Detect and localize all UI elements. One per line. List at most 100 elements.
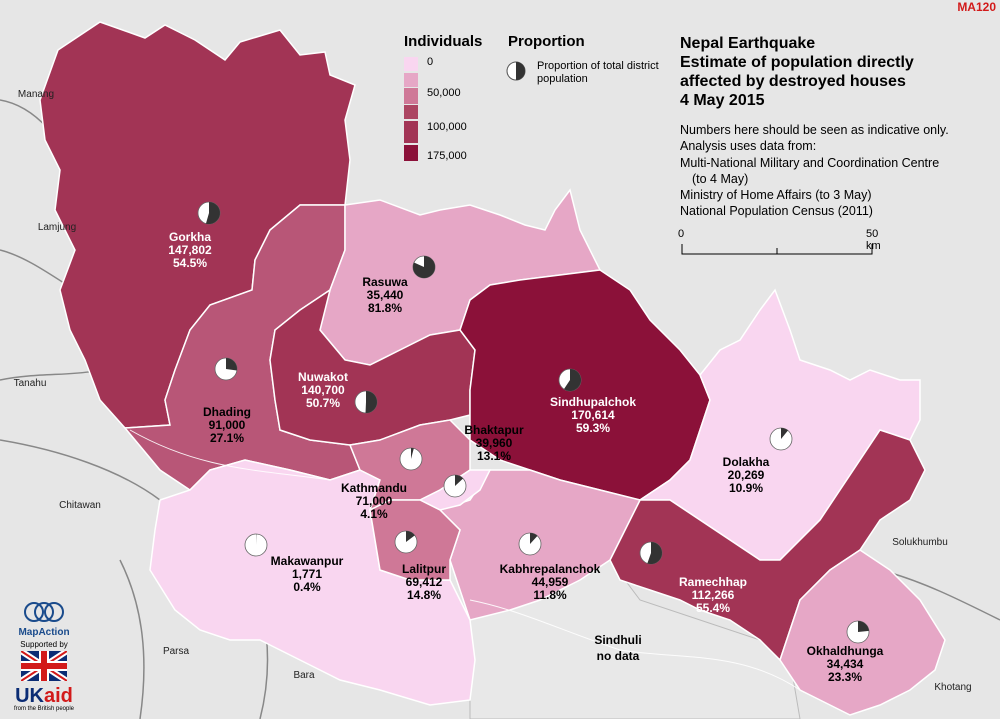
label-manang: Manang (18, 89, 54, 100)
label-chitawan: Chitawan (59, 500, 101, 511)
pie-nuwakot (354, 390, 378, 414)
legend-swatch-4 (404, 121, 418, 143)
label-gorkha-value: 147,802 (168, 243, 212, 257)
label-dhading-pct: 27.1% (210, 431, 244, 445)
label-rasuwa-value: 35,440 (367, 288, 404, 302)
pie-makawanpur (244, 533, 268, 557)
title-line-2: Estimate of population directly (680, 54, 914, 71)
label-makawanpur-pct: 0.4% (293, 580, 321, 594)
label-sindhupalchok-pct: 59.3% (576, 421, 610, 435)
label-dolakha-name: Dolakha (723, 455, 770, 469)
label-nuwakot-value: 140,700 (301, 383, 345, 397)
pie-okhaldhunga (846, 620, 870, 644)
legend-break-2: 100,000 (427, 121, 467, 133)
label-kabhrepalanchok-name: Kabhrepalanchok (500, 562, 601, 576)
scale-line (681, 244, 873, 255)
label-kabhrepalanchok-pct: 11.8% (533, 588, 567, 602)
label-rasuwa-name: Rasuwa (362, 275, 408, 289)
map-code: MA120 (957, 0, 996, 14)
british-people-text: from the British people (13, 706, 75, 712)
label-sindhuli-status: no data (597, 649, 640, 663)
label-parsa: Parsa (163, 646, 190, 657)
pie-kabhrepalanchok (518, 532, 542, 556)
rivers (129, 429, 801, 691)
label-dhading-name: Dhading (203, 405, 251, 419)
pie-dhading (214, 357, 238, 381)
pie-kathmandu (399, 447, 423, 471)
legend-break-3: 175,000 (427, 150, 467, 162)
legend-individuals-title: Individuals (404, 33, 483, 50)
label-kabhrepalanchok-value: 44,959 (532, 575, 569, 589)
district-ramechhap (609, 429, 926, 662)
legend-swatch-0 (404, 57, 418, 71)
note-2: Analysis uses data from: (680, 139, 817, 154)
label-lamjung: Lamjung (38, 222, 76, 233)
label-kathmandu-value: 71,000 (356, 494, 393, 508)
ukaid-uk: UK (15, 685, 44, 707)
pie-ramechhap (639, 541, 663, 565)
label-solukhumbu: Solukhumbu (892, 537, 948, 548)
legend-proportion-title: Proportion (508, 33, 585, 50)
pie-lalitpur (394, 530, 418, 554)
title-line-3: affected by destroyed houses (680, 73, 906, 90)
label-nuwakot-pct: 50.7% (306, 396, 340, 410)
legend-break-0: 0 (427, 56, 434, 68)
supported-by-text: Supported by (20, 640, 68, 649)
label-bara: Bara (293, 670, 315, 681)
pie-gorkha (197, 201, 221, 225)
label-lalitpur-name: Lalitpur (402, 562, 446, 576)
title-line-4: 4 May 2015 (680, 92, 765, 109)
note-5: Ministry of Home Affairs (to 3 May) (680, 188, 872, 203)
note-4: (to 4 May) (692, 171, 749, 186)
legend-swatch-1 (404, 73, 418, 87)
label-okhaldhunga-pct: 23.3% (828, 670, 862, 684)
label-makawanpur-name: Makawanpur (271, 554, 344, 568)
district-sindhupalchok (459, 269, 711, 501)
map-notes: Numbers here should be seen as indicativ… (680, 122, 949, 220)
pie-bhaktapur (443, 474, 467, 498)
label-makawanpur-value: 1,771 (292, 567, 322, 581)
label-dolakha-pct: 10.9% (729, 481, 763, 495)
label-rasuwa-pct: 81.8% (368, 301, 402, 315)
label-ramechhap-name: Ramechhap (679, 575, 747, 589)
label-dhading-value: 91,000 (209, 418, 246, 432)
pie-rasuwa (412, 255, 436, 279)
label-gorkha-name: Gorkha (169, 230, 211, 244)
pie-sindhupalchok (558, 368, 582, 392)
label-kathmandu-name: Kathmandu (341, 481, 407, 495)
label-okhaldhunga-value: 34,434 (827, 657, 864, 671)
mapaction-logo-icon (24, 602, 64, 622)
note-3: Multi-National Military and Coordination… (680, 155, 940, 170)
label-bhaktapur-value: 39,960 (476, 436, 513, 450)
legend-pie-icon (506, 61, 526, 81)
label-dolakha-value: 20,269 (728, 468, 765, 482)
district-makawanpur (149, 459, 476, 706)
label-sindhupalchok-name: Sindhupalchok (550, 395, 636, 409)
logos: MapAction Supported by UKaid from the Br… (8, 600, 80, 712)
legend-swatch-3 (404, 105, 418, 119)
legend-swatch-5 (404, 145, 418, 161)
mapaction-logo-text: MapAction (18, 627, 70, 638)
scale-end: 50 km (866, 228, 881, 252)
uk-flag-icon (19, 648, 69, 684)
label-khotang: Khotang (934, 682, 971, 693)
label-lalitpur-value: 69,412 (406, 575, 443, 589)
label-okhaldhunga-name: Okhaldhunga (807, 644, 884, 658)
label-ramechhap-value: 112,266 (692, 588, 735, 602)
label-kathmandu-pct: 4.1% (360, 507, 388, 521)
label-bhaktapur-pct: 13.1% (477, 449, 511, 463)
note-1: Numbers here should be seen as indicativ… (680, 123, 949, 137)
label-sindhupalchok-value: 170,614 (571, 408, 615, 422)
scale-start: 0 (678, 228, 685, 240)
title-line-1: Nepal Earthquake (680, 35, 816, 52)
label-ramechhap-pct: 55.4% (696, 601, 730, 615)
label-gorkha-pct: 54.5% (173, 256, 207, 270)
label-tanahu: Tanahu (14, 378, 47, 389)
label-nuwakot-name: Nuwakot (298, 370, 348, 384)
map-title: Nepal Earthquake Estimate of population … (680, 34, 914, 110)
pie-dolakha (769, 427, 793, 451)
label-bhaktapur-name: Bhaktapur (464, 423, 524, 437)
legend-proportion-desc: Proportion of total district population (537, 60, 659, 85)
legend-break-1: 50,000 (427, 87, 461, 99)
